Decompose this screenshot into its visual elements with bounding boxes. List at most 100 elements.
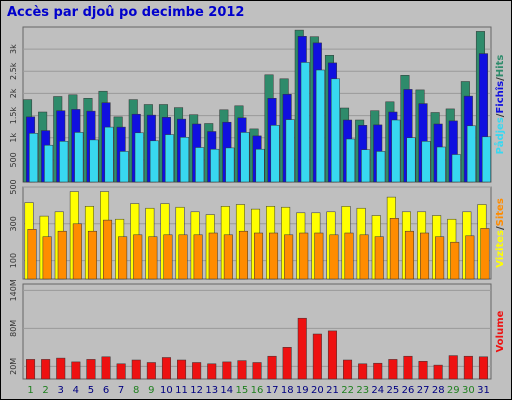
day-label-24: 24 [371, 385, 384, 396]
bar-sites-day-3 [57, 230, 67, 280]
bar-volume-day-13 [207, 363, 217, 380]
day-label-31: 31 [477, 385, 490, 396]
day-label-6: 6 [103, 385, 109, 396]
bar-pdjes-day-2 [44, 144, 54, 183]
bar-sites-day-1 [27, 229, 37, 280]
bar-volume-day-23 [358, 363, 368, 380]
bar-volume-day-21 [327, 330, 337, 380]
day-label-14: 14 [220, 385, 233, 396]
bar-sites-day-28 [435, 236, 445, 280]
bar-pdjes-day-15 [240, 132, 250, 183]
panel-3-ytick-label: 20M [9, 358, 18, 375]
day-label-27: 27 [417, 385, 430, 396]
bar-pdjes-day-9 [149, 140, 159, 183]
legend-entry: / [495, 113, 506, 117]
bar-sites-day-7 [118, 236, 128, 280]
bar-sites-day-21 [329, 234, 339, 280]
bar-sites-day-30 [465, 235, 475, 280]
panel-1-ytick-label: 3k [9, 44, 18, 54]
bar-volume-day-26 [403, 355, 413, 380]
panel-3-ytick-label: 80M [9, 320, 18, 337]
bar-sites-day-15 [238, 230, 248, 280]
bar-volume-day-8 [131, 359, 141, 380]
legend-entry: / [495, 77, 506, 81]
bar-pdjes-day-21 [330, 78, 340, 183]
bar-pdjes-day-17 [270, 125, 280, 183]
bar-volume-day-31 [478, 356, 488, 380]
day-label-15: 15 [236, 385, 249, 396]
bar-sites-day-2 [42, 236, 52, 280]
day-label-13: 13 [205, 385, 218, 396]
bar-volume-day-17 [267, 355, 277, 380]
bar-pdjes-day-26 [406, 137, 416, 183]
bar-sites-day-6 [103, 219, 113, 280]
panel-3-legend: Volume [495, 310, 506, 352]
legend-entry: Sites [495, 198, 506, 226]
bar-volume-day-7 [116, 363, 126, 380]
bar-volume-day-15 [237, 360, 247, 380]
panel-1-ytick-label: 500 [9, 152, 18, 167]
legend-entry: / [495, 226, 506, 230]
bar-sites-day-22 [344, 232, 354, 280]
bar-sites-day-16 [254, 232, 264, 280]
panel-2-legend: Vizites/Sites [495, 198, 506, 268]
day-label-26: 26 [402, 385, 415, 396]
bar-volume-day-11 [177, 359, 187, 380]
bar-pdjes-day-6 [104, 126, 114, 183]
bar-sites-day-23 [359, 234, 369, 280]
day-label-4: 4 [73, 385, 79, 396]
bar-sites-day-10 [163, 234, 173, 280]
bar-sites-day-13 [208, 232, 218, 280]
day-label-21: 21 [326, 385, 339, 396]
day-label-7: 7 [118, 385, 124, 396]
bar-pdjes-day-14 [225, 147, 235, 183]
bar-pdjes-day-11 [180, 137, 190, 183]
bar-volume-day-9 [146, 362, 156, 380]
bar-pdjes-day-28 [436, 146, 446, 183]
panel-1-ytick-label: 2k [9, 88, 18, 98]
bar-pdjes-day-16 [255, 148, 265, 183]
panel-2-ytick-label: 100 [9, 253, 18, 268]
legend-entry: Pådjes [493, 117, 506, 154]
bar-pdjes-day-22 [346, 138, 356, 183]
chart-title: Accès par djoû po decimbe 2012 [7, 5, 245, 20]
bar-volume-day-5 [86, 359, 96, 380]
bar-pdjes-day-25 [391, 119, 401, 183]
legend-entry: Volume [495, 310, 506, 352]
day-label-22: 22 [341, 385, 354, 396]
bar-pdjes-day-1 [29, 133, 39, 183]
day-label-2: 2 [42, 385, 48, 396]
bar-pdjes-day-13 [210, 148, 220, 183]
bar-volume-day-29 [448, 355, 458, 380]
bar-pdjes-day-29 [451, 154, 461, 183]
bar-volume-day-2 [41, 359, 51, 380]
bar-volume-day-25 [388, 359, 398, 380]
day-label-5: 5 [88, 385, 94, 396]
bar-volume-day-19 [297, 317, 307, 380]
bar-pdjes-day-20 [315, 69, 325, 183]
bar-volume-day-6 [101, 356, 111, 380]
day-label-25: 25 [387, 385, 400, 396]
bar-pdjes-day-23 [361, 149, 371, 183]
bar-volume-day-12 [192, 362, 202, 380]
day-label-16: 16 [251, 385, 264, 396]
bar-sites-day-26 [404, 230, 414, 280]
bar-volume-day-24 [373, 362, 383, 380]
panel-1-legend: Pådjes/Fichîs/Hits [493, 55, 506, 155]
day-label-12: 12 [190, 385, 203, 396]
bar-volume-day-16 [252, 362, 262, 380]
day-label-11: 11 [175, 385, 188, 396]
bar-volume-day-14 [222, 361, 232, 380]
bar-sites-day-4 [72, 223, 82, 280]
bar-sites-day-25 [389, 218, 399, 280]
bar-pdjes-day-30 [466, 125, 476, 183]
bar-volume-day-30 [463, 355, 473, 380]
bar-sites-day-9 [148, 236, 158, 280]
bar-volume-day-4 [71, 361, 81, 380]
bar-volume-day-10 [161, 357, 171, 380]
bar-volume-day-3 [56, 357, 66, 380]
bar-sites-day-31 [480, 228, 490, 280]
bar-pdjes-day-7 [119, 151, 129, 183]
day-label-8: 8 [133, 385, 139, 396]
